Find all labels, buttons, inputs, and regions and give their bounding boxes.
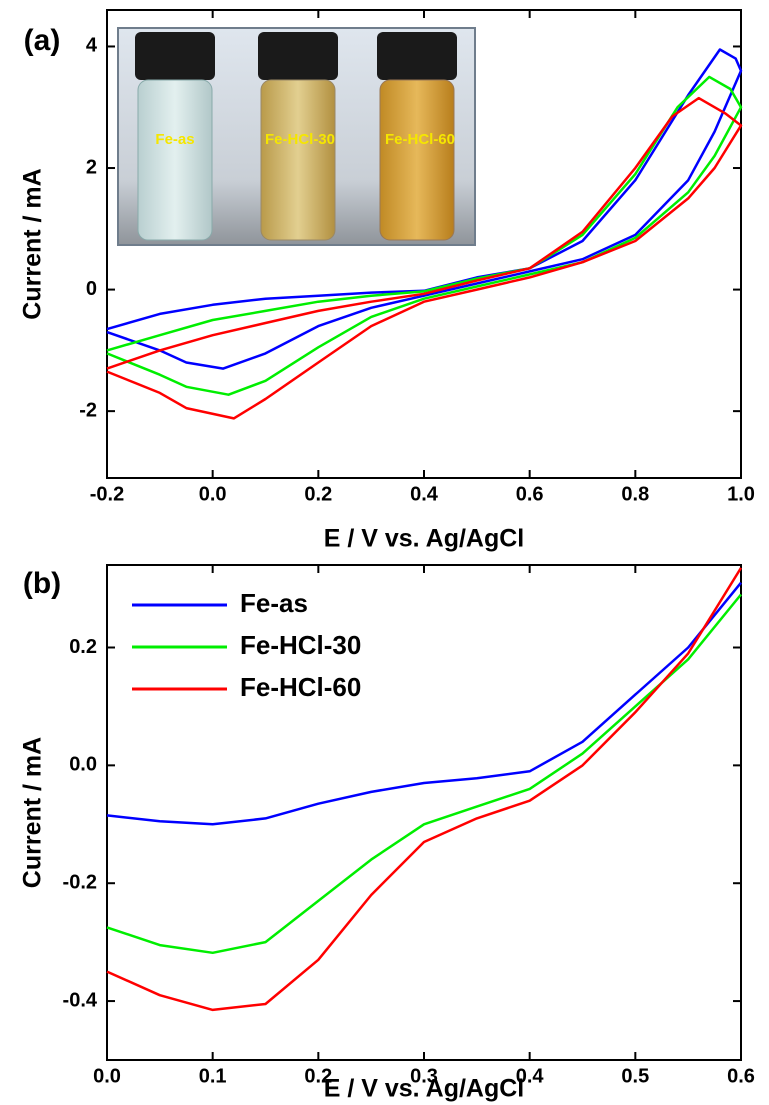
x-tick-label: 0.5 [621, 1065, 649, 1087]
legend-label: Fe-as [240, 588, 308, 618]
x-tick-label: 1.0 [727, 483, 755, 505]
panel-label: (b) [23, 567, 61, 600]
y-tick-label: -0.4 [63, 989, 98, 1011]
photo-label: Fe-as [155, 131, 194, 148]
photo-label: Fe-HCl-60 [385, 131, 455, 148]
photo-label: Fe-HCl-30 [265, 131, 335, 148]
y-tick-label: 0 [86, 278, 97, 300]
y-tick-label: -2 [79, 399, 97, 421]
data-line [106, 96, 743, 420]
x-tick-label: 0.0 [93, 1065, 121, 1087]
x-axis-title: E / V vs. Ag/AgCl [324, 1075, 525, 1103]
data-line [106, 48, 743, 370]
x-tick-label: 0.0 [199, 483, 227, 505]
data-line [106, 581, 742, 826]
data-line [106, 75, 743, 396]
legend-label: Fe-HCl-30 [240, 630, 361, 660]
x-axis-title: E / V vs. Ag/AgCl [324, 525, 525, 553]
x-tick-label: 0.2 [304, 1065, 332, 1087]
y-tick-label: 4 [86, 35, 98, 57]
legend-label: Fe-HCl-60 [240, 672, 361, 702]
x-tick-label: 0.2 [304, 483, 332, 505]
y-tick-label: 2 [86, 156, 97, 178]
x-tick-label: 0.4 [410, 483, 439, 505]
y-tick-label: 0.0 [69, 754, 97, 776]
y-tick-label: -0.2 [63, 871, 97, 893]
y-axis-title: Current / mA [19, 737, 47, 888]
panel-label: (a) [24, 24, 61, 57]
plot-frame [106, 564, 742, 1061]
inset-photo [117, 27, 476, 246]
x-tick-label: 0.6 [516, 483, 544, 505]
x-tick-label: 0.6 [727, 1065, 755, 1087]
y-axis-title: Current / mA [19, 168, 47, 319]
data-line [106, 567, 743, 1012]
x-tick-label: 0.8 [621, 483, 649, 505]
x-tick-label: 0.1 [199, 1065, 227, 1087]
x-tick-label: -0.2 [90, 483, 124, 505]
x-tick-label: 0.4 [516, 1065, 545, 1087]
data-line [106, 593, 742, 955]
y-tick-label: 0.2 [69, 636, 97, 658]
x-tick-label: 0.3 [410, 1065, 438, 1087]
